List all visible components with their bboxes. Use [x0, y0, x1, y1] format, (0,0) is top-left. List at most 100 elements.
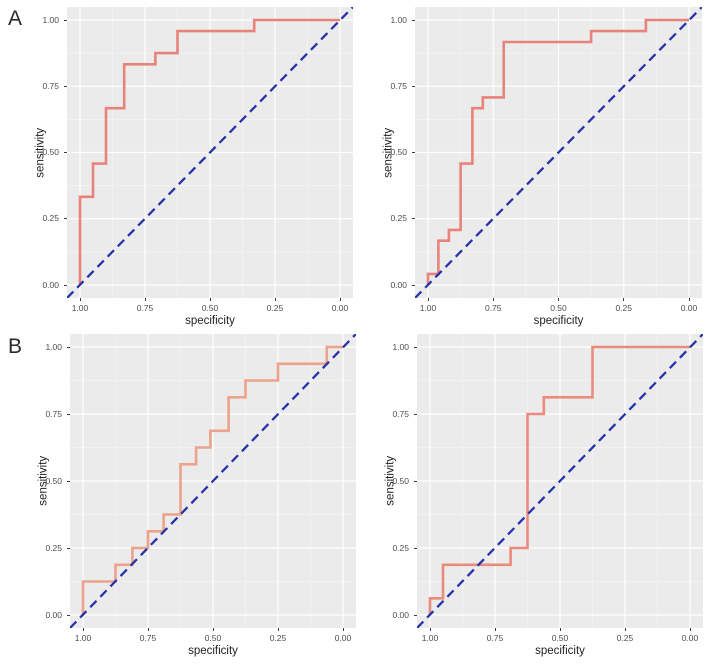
- y-tick-mark: [64, 19, 67, 21]
- x-tick-label: 0.75: [139, 633, 157, 643]
- x-tick-label: 1.00: [419, 303, 437, 313]
- x-tick-mark: [623, 298, 625, 301]
- roc-chart-b-right: 1.00 0.75 0.50 0.25 0.00 1.00 0.75 0.50 0.25 0.00…: [327, 327, 709, 671]
- chance-diagonal-line: [415, 7, 702, 298]
- y-tick-mark: [67, 480, 70, 482]
- y-tick-mark: [412, 218, 415, 220]
- x-tick-mark: [277, 628, 279, 631]
- x-tick-label: 1.00: [71, 303, 89, 313]
- roc-a-left-panel: [67, 7, 353, 298]
- y-tick-mark: [414, 413, 417, 415]
- roc-chart-b-left: 1.00 0.75 0.50 0.25 0.00 1.00 0.75 0.50 0.25 0.00…: [0, 327, 366, 671]
- roc-chart-a-left: 1.00 0.75 0.50 0.25 0.00 1.00 0.75 0.50 0.25 0.00…: [0, 0, 363, 341]
- y-tick-label: 0.25: [392, 542, 409, 553]
- x-axis-title: specificity: [535, 645, 585, 657]
- x-tick-mark: [688, 298, 690, 301]
- y-tick-label: 1.00: [42, 14, 59, 25]
- y-tick-label: 0.25: [42, 213, 59, 224]
- roc-curve: [78, 18, 340, 285]
- x-tick-label: 0.00: [680, 303, 698, 313]
- y-tick-label: 0.75: [392, 408, 409, 419]
- x-tick-mark: [492, 298, 494, 301]
- y-tick-mark: [414, 480, 417, 482]
- x-tick-label: 0.75: [136, 303, 154, 313]
- y-axis-title: sensitivity: [37, 455, 50, 506]
- y-tick-mark: [67, 413, 70, 415]
- y-tick-mark: [414, 614, 417, 616]
- roc-chart-a-right: 1.00 0.75 0.50 0.25 0.00 1.00 0.75 0.50 0.25 0.00…: [325, 0, 709, 341]
- y-tick-mark: [64, 218, 67, 220]
- x-tick-mark: [209, 298, 211, 301]
- y-tick-label: 0.50: [390, 147, 407, 157]
- roc-b-left-panel: [70, 334, 356, 628]
- y-tick-mark: [412, 284, 415, 286]
- x-tick-label: 0.00: [334, 633, 352, 643]
- y-tick-label: 0.75: [45, 408, 62, 419]
- y-axis-title: sensitivity: [384, 455, 397, 506]
- x-tick-label: 0.00: [331, 303, 349, 313]
- y-axis-title: sensitivity: [34, 127, 47, 178]
- x-tick-label: 0.75: [486, 633, 504, 643]
- y-tick-mark: [67, 346, 70, 348]
- chance-diagonal-line: [67, 7, 353, 298]
- y-tick-mark: [412, 85, 415, 87]
- x-tick-mark: [559, 628, 561, 631]
- chance-diagonal-line: [70, 334, 356, 628]
- x-tick-mark: [212, 628, 214, 631]
- y-axis-title: sensitivity: [382, 127, 395, 178]
- y-tick-label: 0.25: [45, 542, 62, 553]
- y-tick-label: 0.50: [45, 475, 62, 486]
- y-tick-label: 0.00: [392, 609, 409, 620]
- x-tick-mark: [429, 628, 431, 631]
- panel-label-b: B: [8, 335, 23, 358]
- y-tick-label: 0.00: [390, 279, 407, 290]
- x-tick-label: 0.25: [266, 303, 284, 313]
- x-tick-mark: [339, 298, 341, 301]
- y-tick-mark: [412, 152, 415, 153]
- x-tick-mark: [624, 628, 626, 631]
- y-tick-mark: [64, 152, 67, 153]
- x-tick-label: 1.00: [74, 633, 92, 643]
- y-tick-label: 0.75: [42, 80, 59, 91]
- x-tick-label: 0.50: [204, 633, 222, 643]
- x-tick-label: 0.75: [484, 303, 502, 313]
- x-tick-mark: [79, 298, 81, 301]
- x-tick-label: 0.50: [201, 303, 219, 313]
- y-tick-mark: [67, 614, 70, 616]
- roc-a-right-panel: [415, 7, 702, 298]
- y-tick-label: 0.00: [42, 279, 59, 290]
- y-tick-mark: [414, 547, 417, 549]
- x-tick-mark: [82, 628, 84, 631]
- y-tick-mark: [67, 547, 70, 549]
- y-tick-label: 0.25: [390, 213, 407, 224]
- x-axis-title: specificity: [188, 645, 238, 657]
- y-tick-label: 1.00: [45, 341, 62, 352]
- x-tick-mark: [144, 298, 146, 301]
- y-tick-label: 0.00: [45, 609, 62, 620]
- x-tick-mark: [274, 298, 276, 301]
- x-tick-mark: [342, 628, 344, 631]
- x-tick-label: 0.25: [615, 303, 633, 313]
- x-tick-mark: [689, 628, 691, 631]
- y-tick-label: 0.50: [42, 147, 59, 157]
- x-tick-label: 1.00: [421, 633, 439, 643]
- x-tick-mark: [558, 298, 559, 301]
- y-tick-label: 0.50: [392, 475, 409, 486]
- x-axis-title: specificity: [533, 315, 584, 327]
- y-tick-label: 1.00: [390, 14, 407, 25]
- y-tick-mark: [64, 284, 67, 286]
- x-tick-label: 0.25: [269, 633, 287, 643]
- y-tick-mark: [64, 85, 67, 87]
- x-tick-label: 0.25: [616, 633, 634, 643]
- roc-curve: [426, 18, 689, 285]
- x-tick-label: 0.50: [551, 633, 569, 643]
- y-tick-mark: [412, 19, 415, 21]
- roc-curve: [428, 345, 690, 615]
- x-tick-mark: [427, 298, 429, 301]
- panel-label-a: A: [8, 7, 23, 30]
- x-tick-mark: [494, 628, 496, 631]
- chance-diagonal-line: [417, 334, 703, 628]
- x-tick-label: 0.00: [681, 633, 699, 643]
- y-tick-label: 0.75: [390, 80, 407, 91]
- x-tick-mark: [147, 628, 149, 631]
